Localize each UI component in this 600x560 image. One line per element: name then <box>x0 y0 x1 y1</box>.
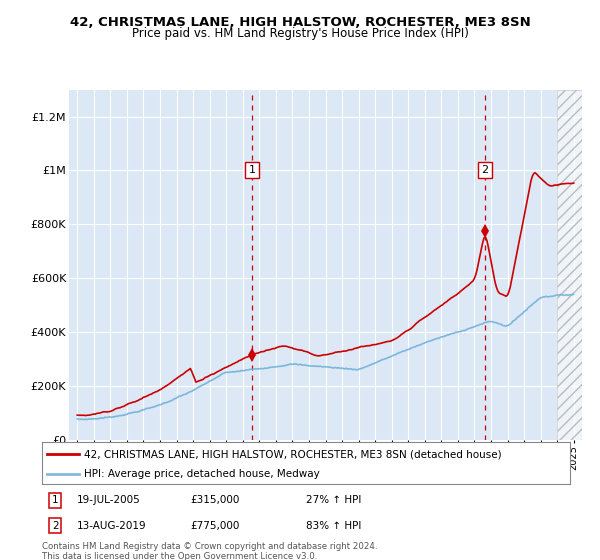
Bar <box>557 90 586 440</box>
Text: 2: 2 <box>52 521 59 531</box>
Text: HPI: Average price, detached house, Medway: HPI: Average price, detached house, Medw… <box>84 469 320 479</box>
Text: £315,000: £315,000 <box>190 495 239 505</box>
Text: Price paid vs. HM Land Registry's House Price Index (HPI): Price paid vs. HM Land Registry's House … <box>131 27 469 40</box>
Text: 2: 2 <box>481 165 488 175</box>
Text: 42, CHRISTMAS LANE, HIGH HALSTOW, ROCHESTER, ME3 8SN (detached house): 42, CHRISTMAS LANE, HIGH HALSTOW, ROCHES… <box>84 449 502 459</box>
Text: 1: 1 <box>248 165 256 175</box>
Text: 27% ↑ HPI: 27% ↑ HPI <box>306 495 361 505</box>
Text: 42, CHRISTMAS LANE, HIGH HALSTOW, ROCHESTER, ME3 8SN: 42, CHRISTMAS LANE, HIGH HALSTOW, ROCHES… <box>70 16 530 29</box>
Text: Contains HM Land Registry data © Crown copyright and database right 2024.
This d: Contains HM Land Registry data © Crown c… <box>42 542 377 560</box>
Text: £775,000: £775,000 <box>190 521 239 531</box>
Text: 1: 1 <box>52 495 59 505</box>
Bar <box>557 90 586 440</box>
Text: 83% ↑ HPI: 83% ↑ HPI <box>306 521 361 531</box>
Text: 19-JUL-2005: 19-JUL-2005 <box>76 495 140 505</box>
Text: 13-AUG-2019: 13-AUG-2019 <box>76 521 146 531</box>
